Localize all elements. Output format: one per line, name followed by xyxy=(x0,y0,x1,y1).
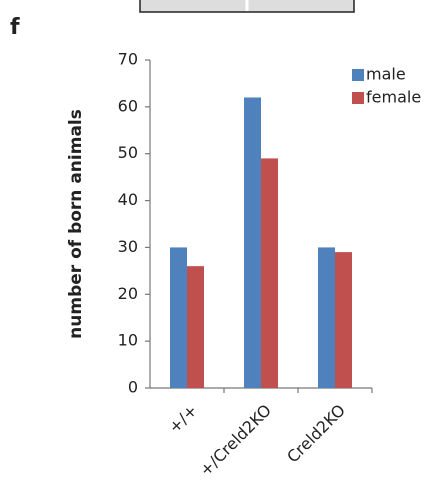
y-tick-label: 40 xyxy=(118,190,138,209)
x-tick-label: +/Creld2KO xyxy=(196,401,275,480)
y-tick-label: 70 xyxy=(118,50,138,69)
y-tick-label: 30 xyxy=(118,237,138,256)
y-tick-label: 20 xyxy=(118,284,138,303)
y-tick-label: 60 xyxy=(118,96,138,115)
legend-swatch xyxy=(352,92,364,104)
bar xyxy=(187,266,204,388)
x-tick-label: Creld2KO xyxy=(283,401,349,467)
bar xyxy=(318,247,335,388)
legend-swatch xyxy=(352,69,364,81)
y-tick-label: 0 xyxy=(128,378,138,397)
bar xyxy=(170,247,187,388)
bar xyxy=(335,252,352,388)
legend-label: male xyxy=(366,65,406,84)
y-tick-label: 10 xyxy=(118,331,138,350)
bar xyxy=(244,97,261,388)
chart: f number of born animals 0 10 20 30 40 50 60 70… xyxy=(0,0,441,495)
bar xyxy=(261,158,278,388)
y-axis-label: number of born animals xyxy=(66,109,86,339)
legend-label: female xyxy=(366,88,421,107)
x-tick-label: +/+ xyxy=(165,401,201,437)
panel-label: f xyxy=(10,15,20,40)
y-tick-label: 50 xyxy=(118,143,138,162)
